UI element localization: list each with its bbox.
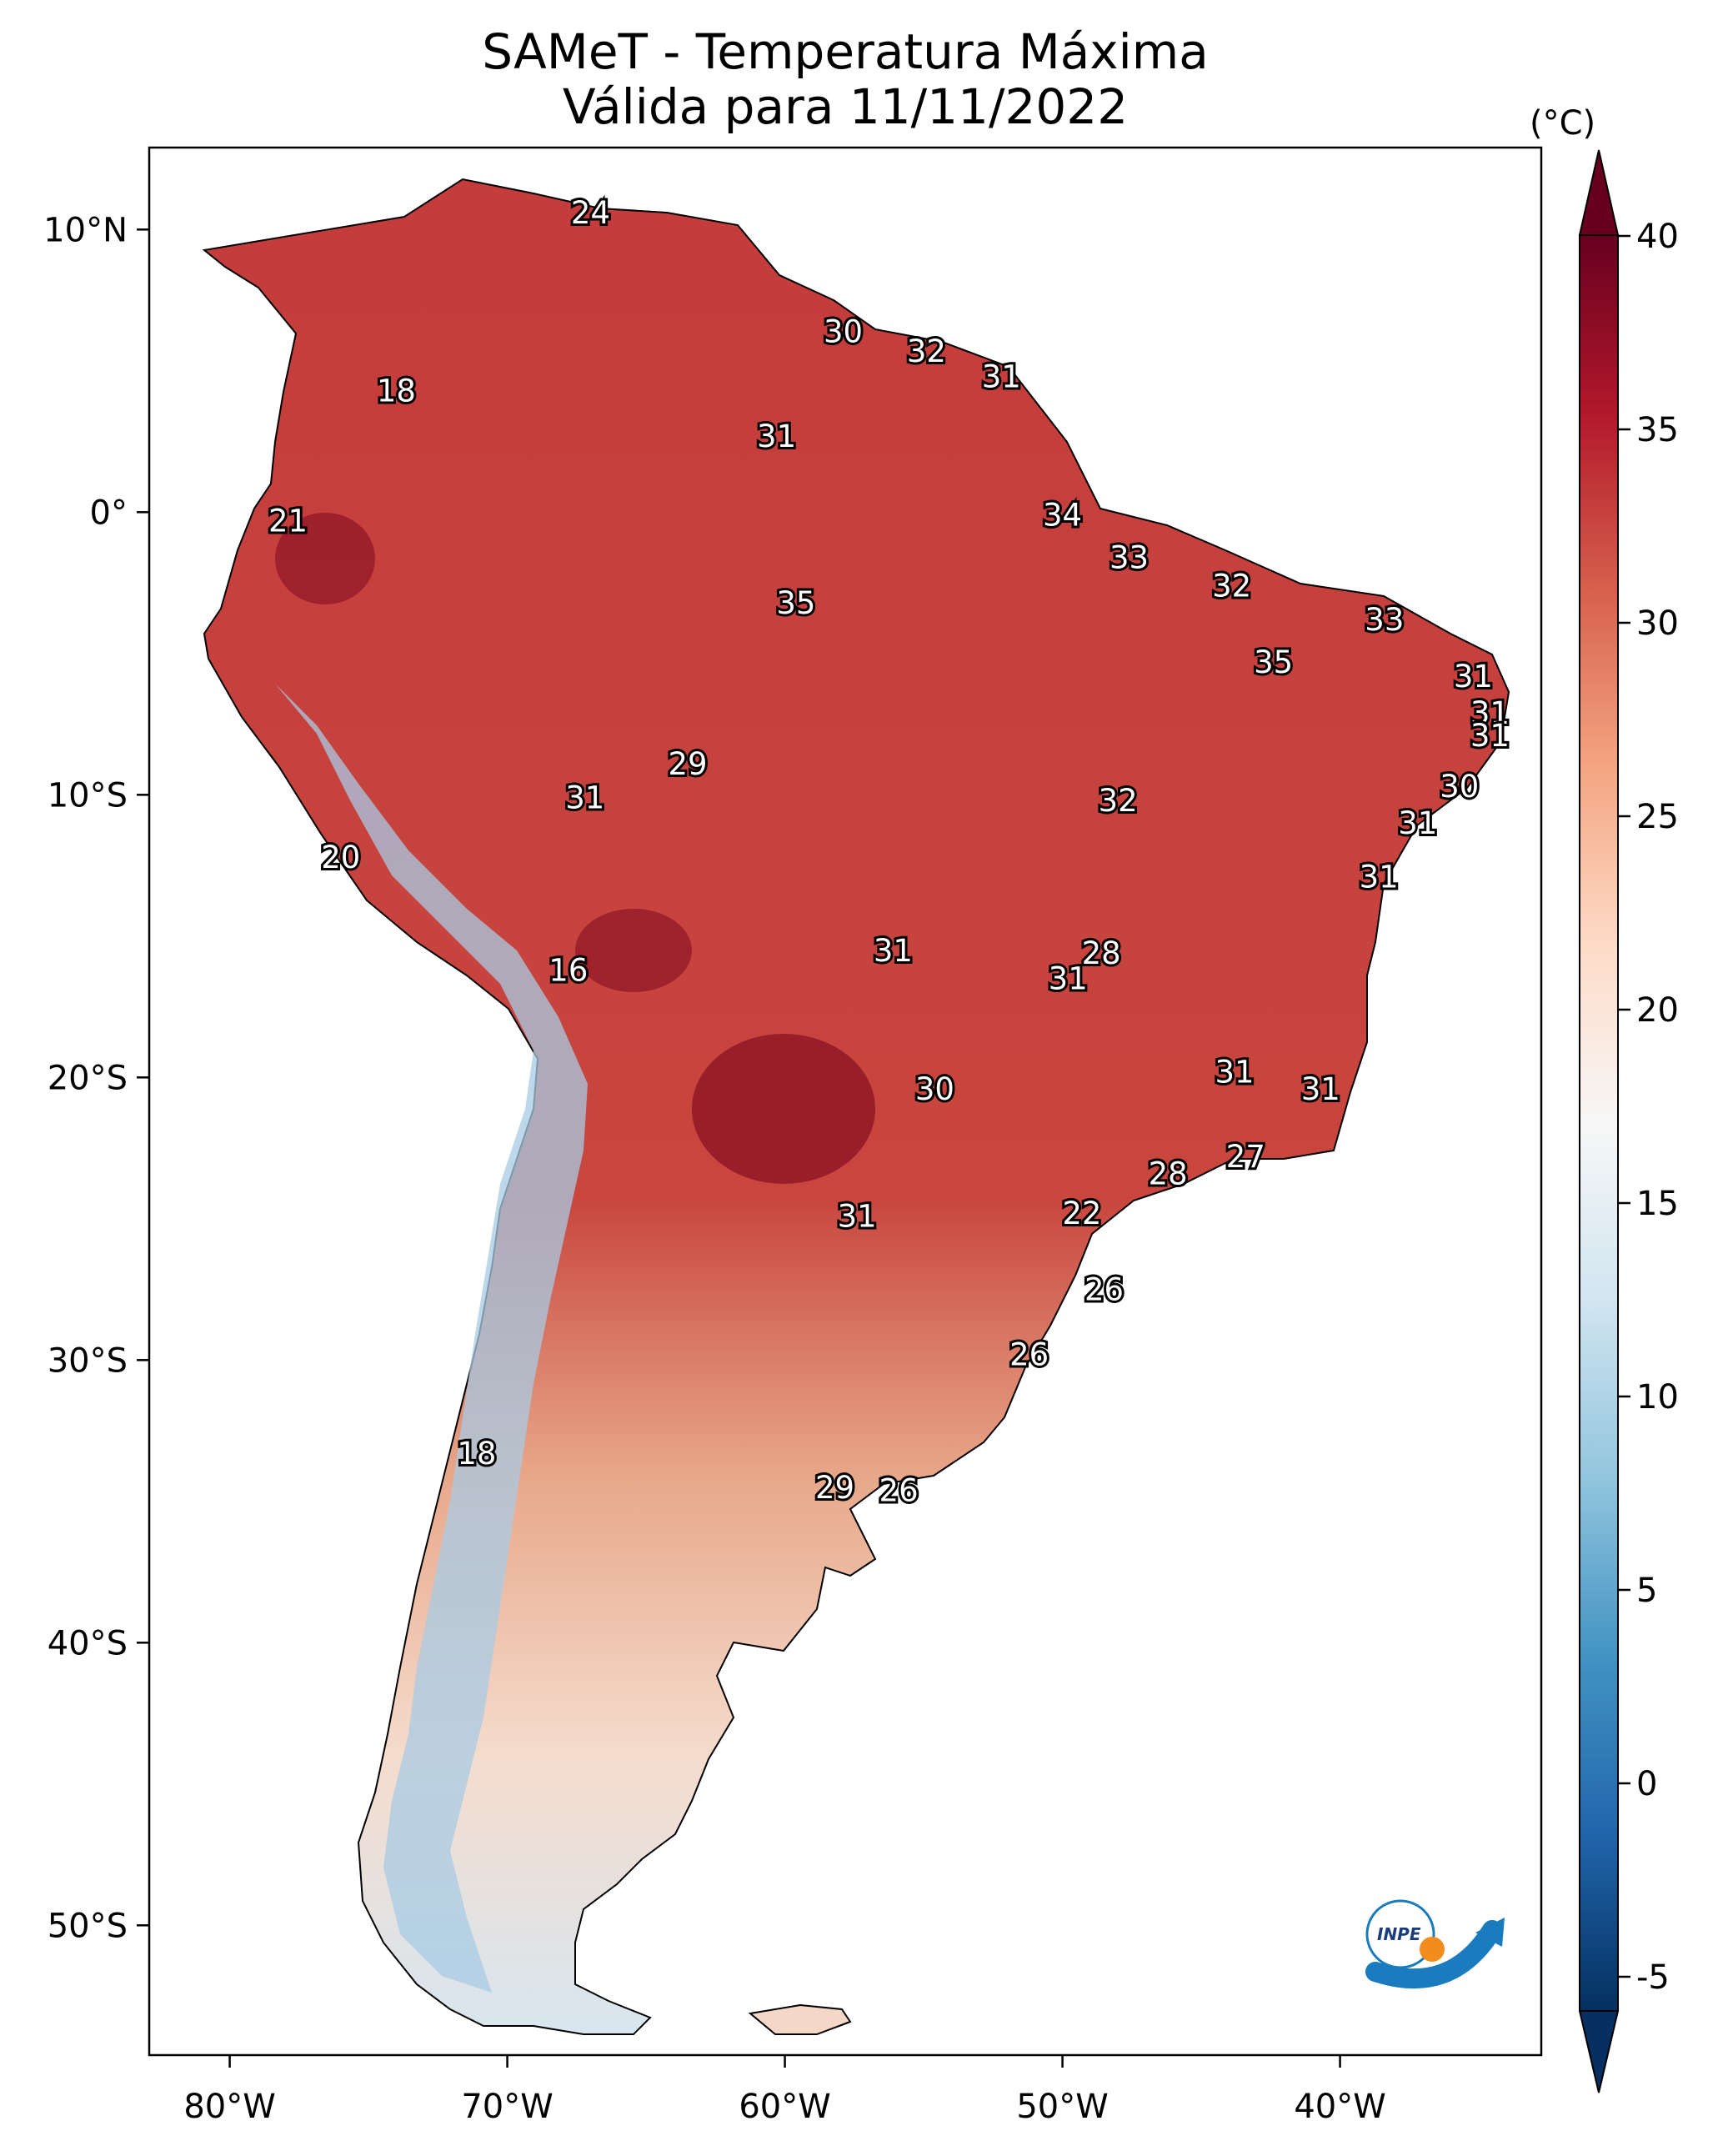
colorbar-tick-label: 0 [1636,1765,1657,1803]
temperature-label: 31 [838,1198,877,1234]
lon-tick-label: 70°W [461,2088,553,2126]
hot-core-chaco [692,1034,875,1184]
colorbar-tick-label: 25 [1636,798,1679,836]
temperature-label: 29 [668,746,707,782]
temperature-label: 35 [776,585,815,621]
temperature-label: 31 [874,933,913,969]
temperature-label: 30 [915,1071,954,1107]
map-area [202,178,1510,2035]
temperature-label: 32 [907,333,946,369]
inpe-logo: INPE [1365,1899,1505,1989]
temperature-label: 31 [1398,805,1437,841]
temperature-label: 26 [1009,1337,1049,1373]
temperature-label: 31 [1215,1055,1254,1091]
inpe-logo-arrow [1475,1918,1505,1947]
hot-core-amazon [275,513,375,604]
falkland-islands [748,2003,852,2035]
temperature-label: 18 [457,1436,496,1472]
inpe-logo-dot [1420,1937,1445,1962]
andes-cool-band [275,684,588,1993]
colorbar-body [1579,234,1619,2012]
lat-tick-label: 0° [90,494,128,532]
axis-ticks: 80°W 70°W 60°W 50°W 40°W 10°N 0° 10°S 20°S 30°S 40… [43,211,1386,2126]
map-subtitle: Válida para 11/11/2022 [562,78,1129,135]
lon-tick-label: 60°W [739,2088,830,2126]
temperature-label: 31 [1470,718,1510,754]
temperature-label: 33 [1365,602,1404,638]
colorbar-tick-label: 10 [1636,1378,1679,1416]
temperature-label: 31 [757,419,796,454]
colorbar-tick-label: 30 [1636,604,1679,643]
temperature-label: 31 [1049,961,1088,997]
temperature-label: 32 [1212,568,1251,604]
lon-tick-label: 80°W [183,2088,275,2126]
temperature-label: 28 [1082,935,1121,971]
temperature-label: 30 [1440,769,1479,805]
colorbar-max-arrow [1578,149,1620,236]
temperature-label: 31 [1470,695,1510,731]
temperature-label: 31 [565,780,604,816]
temperature-label: 16 [548,952,588,988]
temperature-label: 22 [1062,1196,1101,1231]
temperature-label: 34 [1043,498,1082,534]
map-title: SAMeT - Temperatura Máxima [482,23,1209,80]
colorbar-tick-label: 5 [1636,1572,1657,1610]
colorbar-tick-label: 20 [1636,991,1679,1030]
temperature-label: 26 [879,1472,919,1508]
temperature-label: 31 [982,359,1021,395]
temperature-label: 30 [824,313,863,349]
colorbar-unit: (°C) [1530,104,1596,143]
temperature-label: 33 [1109,540,1149,576]
temperature-label: 24 [571,195,610,231]
colorbar-tick-label: 40 [1636,218,1679,256]
colorbar-tick-label: -5 [1636,1958,1670,1997]
temperature-label: 20 [321,840,360,875]
lat-tick-label: 20°S [48,1059,128,1097]
lon-tick-label: 40°W [1294,2088,1385,2126]
temperature-label: 31 [1454,659,1493,694]
hot-core-bolivia [575,909,692,992]
lat-tick-label: 40°S [48,1624,128,1662]
temperature-label: 21 [268,503,308,539]
lat-tick-label: 10°N [43,211,128,249]
lat-tick-label: 50°S [48,1907,128,1945]
lon-tick-label: 50°W [1016,2088,1108,2126]
colorbar-min-arrow [1578,2010,1620,2093]
map-frame [148,146,1543,2057]
colorbar-ticks: 40 35 30 25 20 15 10 5 0 -5 [1618,218,1679,1997]
colorbar-tick-label: 15 [1636,1185,1679,1223]
lat-tick-label: 10°S [48,776,128,815]
colorbar-tick-label: 35 [1636,411,1679,449]
temperature-label: 32 [1099,783,1138,819]
colorbar: 40 35 30 25 20 15 10 5 0 -5 [1578,149,1679,2093]
temperature-label: 35 [1254,644,1293,680]
temperature-label: 31 [1301,1071,1340,1107]
temperature-label: 18 [377,374,416,409]
lat-tick-label: 30°S [48,1341,128,1380]
inpe-logo-ring [1365,1899,1435,1969]
temperature-label: 28 [1149,1156,1188,1192]
temperature-label: 31 [1360,860,1399,895]
temperature-label: 29 [815,1470,854,1506]
temperature-label: 27 [1226,1139,1265,1175]
inpe-logo-text: INPE [1377,1924,1421,1944]
temperature-label: 26 [1084,1272,1124,1308]
inpe-logo-swoosh [1365,1920,1502,1989]
